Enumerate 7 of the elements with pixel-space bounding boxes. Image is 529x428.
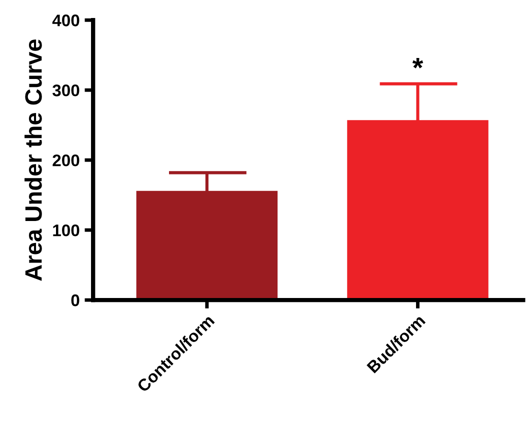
y-tick-label: 300 bbox=[52, 84, 80, 96]
y-tick-label: 100 bbox=[53, 224, 80, 236]
y-tick-label: 400 bbox=[52, 14, 80, 26]
annotation: * bbox=[412, 58, 424, 68]
y-tick-label: 200 bbox=[52, 154, 80, 166]
y-axis-title: Area Under the Curve bbox=[24, 40, 42, 281]
y-tick-label: 0 bbox=[71, 294, 80, 306]
